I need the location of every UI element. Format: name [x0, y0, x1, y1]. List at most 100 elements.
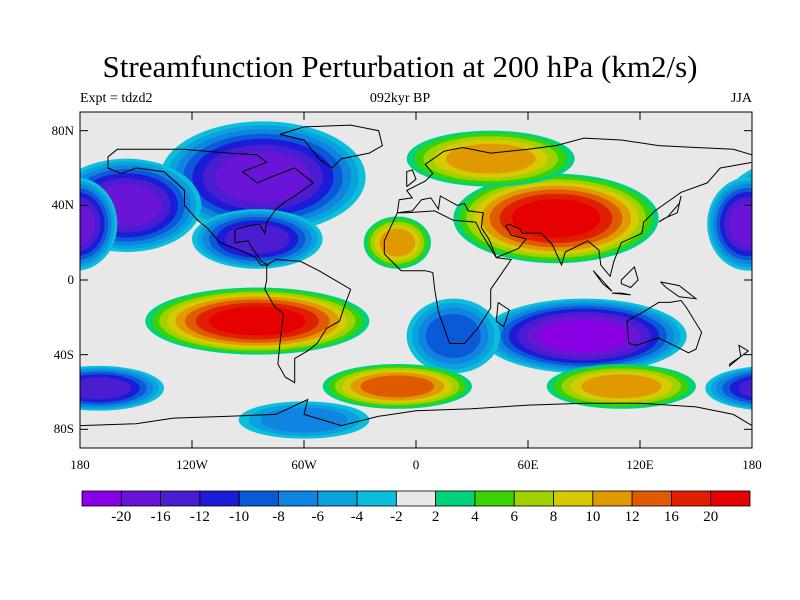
colorbar-label: -8: [272, 509, 285, 525]
latitude-label: 0: [67, 272, 75, 287]
contour-band: [80, 203, 96, 245]
coastline: [611, 292, 631, 296]
contour-band: [0, 301, 9, 371]
experiment-label: Expt = tdzd2: [80, 91, 153, 106]
colorbar-label: 20: [703, 509, 719, 525]
contour-band: [215, 151, 311, 204]
coastline: [495, 301, 510, 328]
colorbar-swatch: [81, 490, 122, 507]
colorbar-label: 6: [510, 509, 518, 525]
colorbar-swatch: [395, 490, 437, 507]
latitude-label: 40S: [53, 346, 74, 362]
coastline: [279, 124, 383, 169]
colorbar-label: 4: [471, 509, 479, 525]
colorbar-swatch: [553, 490, 594, 507]
contour-band: [511, 199, 601, 238]
colorbar-label: -2: [390, 509, 403, 525]
coastline: [620, 265, 639, 289]
field-feature: [406, 130, 575, 187]
colorbar-swatch: [710, 490, 751, 507]
plot-title: Streamfunction Perturbation at 200 hPa (…: [102, 49, 698, 84]
coastlines: [80, 124, 752, 427]
contour-band: [581, 374, 662, 399]
field-feature: [0, 364, 696, 409]
colorbar-swatch: [238, 490, 279, 507]
field-feature: [192, 209, 323, 269]
colorbar-swatch: [513, 490, 554, 507]
coastline: [626, 299, 703, 354]
colorbar-label: -6: [311, 509, 325, 525]
contour-band: [0, 299, 15, 374]
coastline: [80, 398, 752, 427]
colorbar-label: -10: [229, 509, 250, 525]
coastline: [660, 281, 698, 300]
field-feature: [322, 364, 472, 409]
latitude-label: 40N: [51, 197, 74, 213]
field-feature: [160, 121, 366, 234]
coastline: [383, 210, 513, 344]
field-feature: [80, 365, 752, 411]
field-feature: [406, 298, 501, 374]
colorbar-label: 8: [549, 509, 558, 525]
map-frame: [0, 111, 800, 449]
field-feature: [363, 216, 431, 269]
coastline: [396, 137, 752, 278]
colorbar-label: 2: [431, 509, 440, 525]
longitude-label: 60W: [291, 457, 317, 472]
longitude-label: 180: [70, 457, 90, 472]
colorbar-swatch: [120, 490, 161, 507]
colorbar-label: -16: [150, 509, 171, 525]
longitude-label: 120E: [626, 457, 654, 472]
colorbar-swatch: [474, 490, 515, 507]
field-feature: [80, 177, 752, 271]
coastline: [658, 195, 682, 223]
colorbar-label: -20: [111, 509, 132, 525]
longitude-label: 180: [742, 457, 762, 472]
contour-band: [0, 368, 9, 404]
colorbar-swatch: [199, 490, 240, 507]
coastline: [264, 258, 352, 384]
field-feature: [453, 173, 659, 264]
contour-band: [80, 377, 131, 400]
contour-band: [425, 313, 481, 359]
contour-band: [539, 319, 629, 353]
colorbar-swatch: [317, 490, 358, 507]
contour-band: [747, 191, 752, 219]
colorbar-swatch: [592, 490, 633, 507]
colorbar-label: -12: [189, 509, 210, 525]
coastline: [729, 344, 750, 367]
contour-band: [0, 366, 17, 407]
colorbar-label: -4: [350, 509, 364, 525]
longitude-label: 120W: [176, 457, 208, 472]
coastline: [107, 148, 315, 266]
colorbar-label: 10: [585, 509, 601, 525]
latitude-label: 80S: [53, 421, 74, 437]
time-label: 092kyr BP: [369, 91, 431, 106]
season-label: JJA: [730, 91, 752, 106]
colorbar: [81, 490, 751, 507]
coastline: [406, 169, 417, 188]
axis-ticks: [79, 112, 753, 448]
colorbar-swatch: [160, 490, 201, 507]
contour-band: [379, 228, 416, 257]
colorbar-label: 16: [663, 509, 679, 525]
field-feature: [238, 401, 370, 439]
contour-band: [0, 364, 24, 409]
longitude-label: 60E: [517, 457, 539, 472]
contour-band: [260, 407, 348, 433]
contour-band: [738, 379, 752, 398]
colorbar-swatch: [671, 490, 712, 507]
colorbar-swatch: [631, 490, 672, 507]
longitude-label: 0: [412, 457, 420, 472]
contour-band: [0, 303, 2, 368]
colorbar-swatch: [356, 490, 397, 507]
contour-band: [209, 306, 306, 336]
latitude-label: 80N: [51, 122, 74, 138]
contour-band: [764, 184, 800, 227]
coastline: [592, 270, 613, 292]
contour-band: [225, 224, 290, 254]
contour-band: [729, 202, 752, 246]
colorbar-swatch: [278, 490, 319, 507]
colorbar-label: 12: [624, 509, 640, 525]
